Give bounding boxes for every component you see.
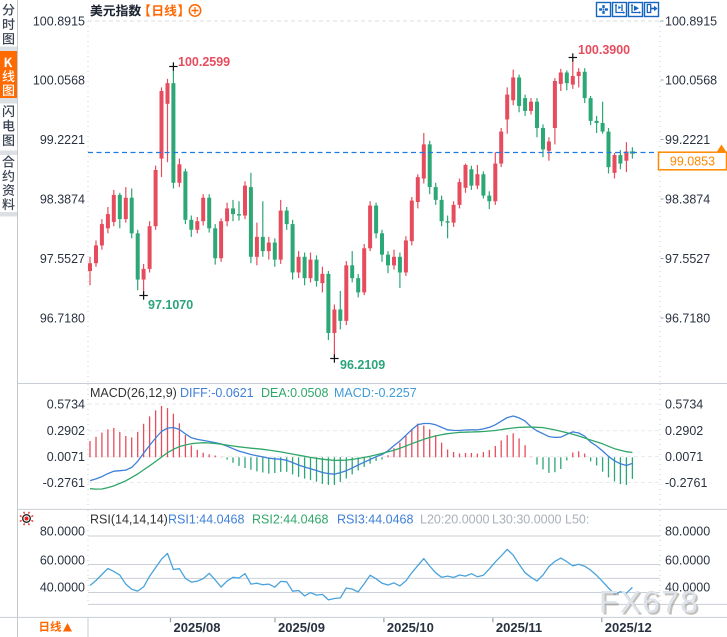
svg-text:FX678: FX678 <box>599 584 699 620</box>
svg-text:80.0000: 80.0000 <box>40 524 85 538</box>
svg-text:97.5527: 97.5527 <box>665 252 710 266</box>
svg-text:100.2599: 100.2599 <box>178 55 230 69</box>
svg-text:100.8915: 100.8915 <box>33 14 85 28</box>
svg-text:96.7180: 96.7180 <box>665 311 710 325</box>
svg-text:RSI3:44.0468: RSI3:44.0468 <box>337 513 413 527</box>
svg-text:2025/08: 2025/08 <box>174 620 221 635</box>
svg-text:0.2902: 0.2902 <box>665 424 703 438</box>
svg-text:DIFF:-0.0621: DIFF:-0.0621 <box>180 386 254 400</box>
svg-text:L30:30.0000: L30:30.0000 <box>492 513 562 527</box>
svg-text:MACD(26,12,9): MACD(26,12,9) <box>90 386 177 400</box>
svg-text:FX678: FX678 <box>601 586 701 622</box>
svg-text:0.5734: 0.5734 <box>665 397 703 411</box>
svg-text:99.2221: 99.2221 <box>665 133 710 147</box>
svg-text:100.0568: 100.0568 <box>665 73 717 87</box>
svg-text:60.0000: 60.0000 <box>665 553 710 567</box>
svg-text:2025/12: 2025/12 <box>605 620 652 635</box>
svg-text:96.7180: 96.7180 <box>40 311 85 325</box>
svg-text:-0.2761: -0.2761 <box>43 476 85 490</box>
svg-text:97.1070: 97.1070 <box>148 298 193 312</box>
svg-text:2025/11: 2025/11 <box>496 620 542 635</box>
svg-text:0.0071: 0.0071 <box>47 450 85 464</box>
svg-text:RSI1:44.0468: RSI1:44.0468 <box>168 513 244 527</box>
svg-text:2025/09: 2025/09 <box>278 620 325 635</box>
svg-text:L20:20.0000: L20:20.0000 <box>420 513 490 527</box>
svg-text:99.0853: 99.0853 <box>670 155 715 169</box>
svg-text:99.2221: 99.2221 <box>40 133 85 147</box>
svg-text:100.3900: 100.3900 <box>578 43 630 57</box>
svg-text:80.0000: 80.0000 <box>665 524 710 538</box>
svg-text:MACD:-0.2257: MACD:-0.2257 <box>334 386 417 400</box>
svg-text:98.3874: 98.3874 <box>40 192 85 206</box>
svg-text:98.3874: 98.3874 <box>665 192 710 206</box>
svg-text:100.0568: 100.0568 <box>33 73 85 87</box>
svg-text:96.2109: 96.2109 <box>340 358 385 372</box>
svg-text:0.0071: 0.0071 <box>665 450 703 464</box>
svg-text:DEA:0.0508: DEA:0.0508 <box>261 386 328 400</box>
svg-text:RSI(14,14,14): RSI(14,14,14) <box>90 513 168 527</box>
svg-text:2025/10: 2025/10 <box>387 620 434 635</box>
svg-text:97.5527: 97.5527 <box>40 252 85 266</box>
svg-text:RSI2:44.0468: RSI2:44.0468 <box>252 513 328 527</box>
svg-text:40.0000: 40.0000 <box>665 580 710 594</box>
svg-text:0.2902: 0.2902 <box>47 424 85 438</box>
svg-text:40.0000: 40.0000 <box>40 580 85 594</box>
svg-text:L50:: L50: <box>565 513 589 527</box>
svg-text:60.0000: 60.0000 <box>40 553 85 567</box>
svg-text:-0.2761: -0.2761 <box>665 476 707 490</box>
svg-text:0.5734: 0.5734 <box>47 397 85 411</box>
svg-text:100.8915: 100.8915 <box>665 14 717 28</box>
